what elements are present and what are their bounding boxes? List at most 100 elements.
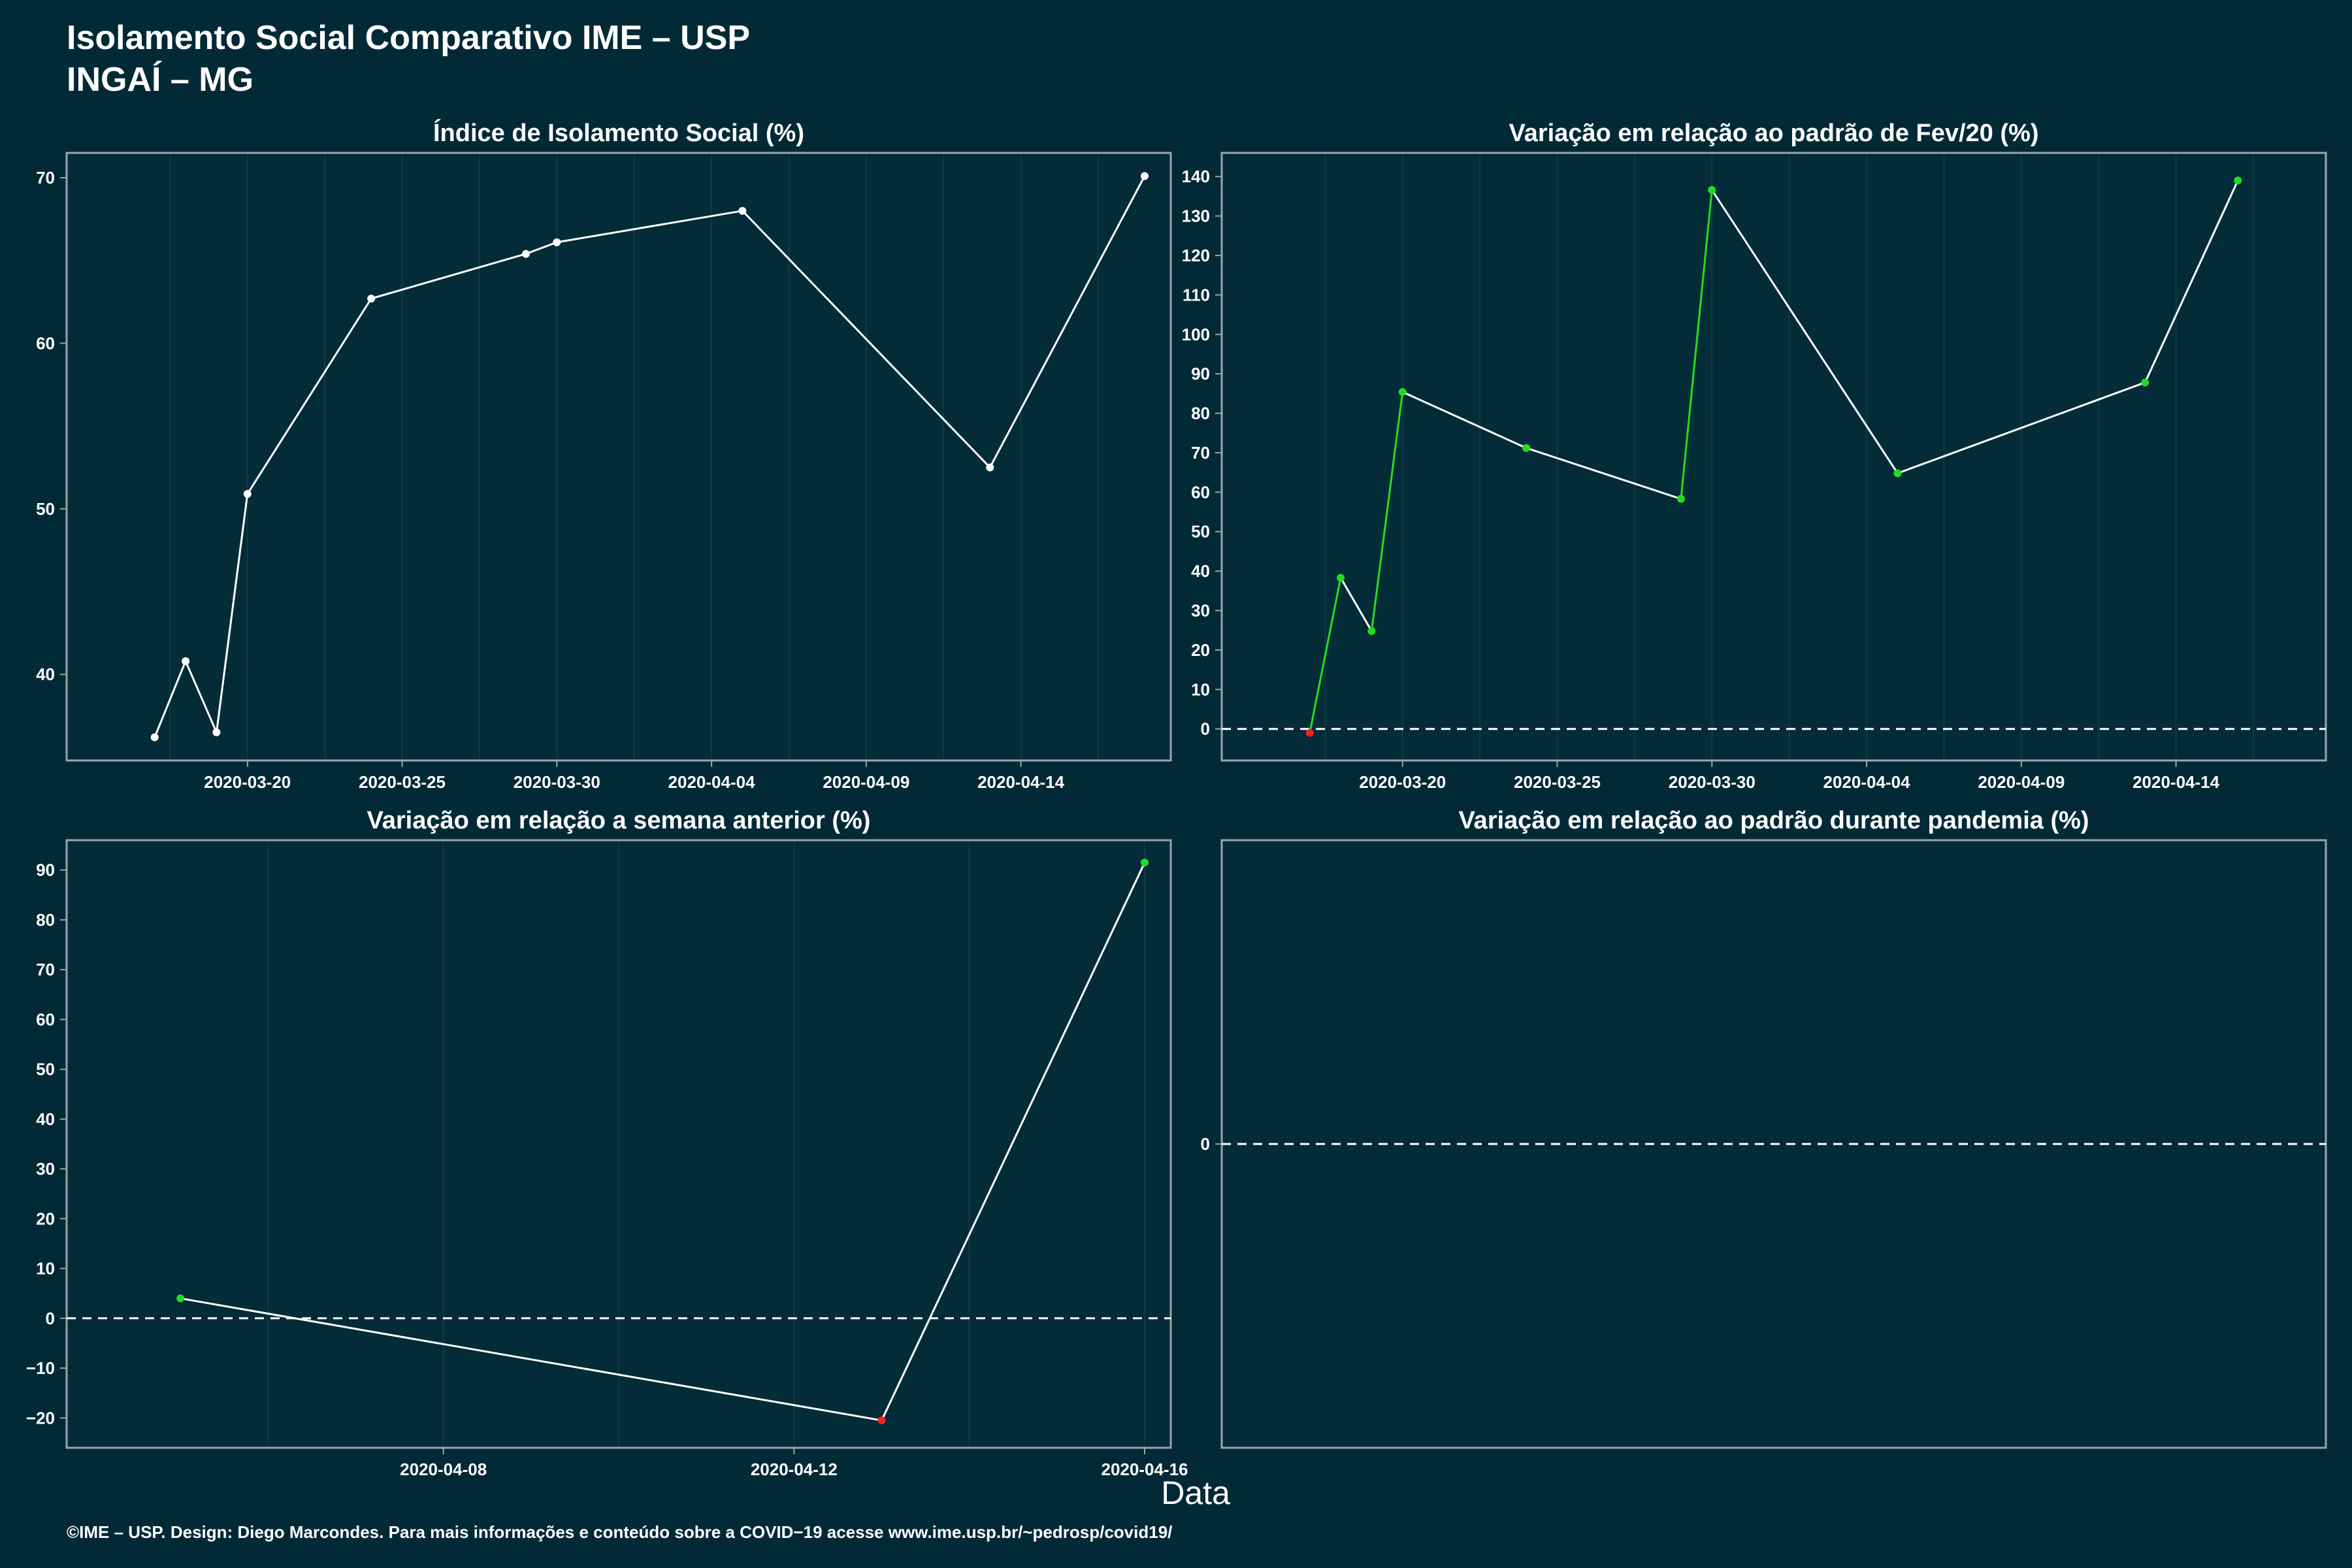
x-tick-label: 2020-03-30: [514, 772, 600, 792]
x-tick-label: 2020-04-12: [751, 1460, 838, 1479]
series-segment: [215, 493, 249, 733]
data-point: [2234, 176, 2242, 185]
y-tick-label: 120: [1182, 246, 1210, 265]
data-point: [521, 250, 530, 258]
y-tick-label: 30: [36, 1159, 55, 1179]
y-tick-label: −20: [26, 1408, 55, 1428]
series-segment: [1309, 578, 1342, 734]
x-tick-label: 2020-03-25: [1514, 772, 1601, 792]
x-tick-label: 2020-03-20: [204, 772, 291, 792]
x-tick-label: 2020-04-14: [2132, 772, 2220, 792]
series-segment: [1370, 391, 1404, 632]
y-tick-label: −10: [26, 1358, 55, 1378]
x-axis-label: Data: [1161, 1475, 1230, 1511]
panel-title: Variação em relação ao padrão durante pa…: [1458, 807, 2089, 834]
y-tick-label: 50: [1191, 522, 1210, 542]
panel-title: Índice de Isolamento Social (%): [433, 118, 804, 147]
y-tick-label: 50: [36, 1060, 55, 1079]
plot-panel: [65, 152, 1172, 762]
y-tick-label: 0: [46, 1309, 55, 1328]
panel-title: Variação em relação ao padrão de Fev/20 …: [1509, 120, 2038, 147]
y-tick-label: 20: [36, 1209, 55, 1228]
y-tick-label: 40: [36, 664, 55, 684]
series-segment: [1680, 189, 1713, 499]
x-tick-label: 2020-04-16: [1102, 1460, 1188, 1479]
data-point: [212, 728, 221, 736]
y-tick-label: 70: [36, 168, 55, 188]
y-tick-label: 60: [36, 1009, 55, 1029]
x-tick-label: 2020-04-14: [977, 772, 1065, 792]
data-point: [553, 238, 561, 246]
data-point: [877, 1416, 886, 1425]
y-tick-label: 50: [36, 499, 55, 519]
x-tick-label: 2020-03-30: [1669, 772, 1756, 792]
y-tick-label: 60: [1191, 482, 1210, 502]
data-point: [1337, 574, 1345, 582]
footer-caption: ©IME – USP. Design: Diego Marcondes. Par…: [67, 1522, 1173, 1542]
series-segment: [1711, 189, 1899, 474]
data-point: [1676, 495, 1685, 503]
y-tick-label: 20: [1191, 640, 1210, 660]
y-tick-label: 80: [1191, 404, 1210, 423]
series-segment: [184, 661, 218, 733]
data-point: [243, 490, 252, 498]
data-point: [1522, 444, 1531, 452]
data-point: [1708, 186, 1716, 194]
series-segment: [180, 1297, 882, 1422]
y-tick-label: 110: [1183, 285, 1210, 304]
series-segment: [742, 210, 991, 468]
y-tick-label: 10: [36, 1259, 55, 1279]
series-segment: [246, 298, 372, 495]
y-tick-label: 90: [1191, 364, 1210, 384]
series-segment: [154, 661, 187, 738]
series-segment: [525, 241, 557, 255]
data-point: [986, 463, 994, 472]
y-tick-label: 80: [36, 910, 55, 930]
data-point: [182, 657, 190, 665]
chart-subtitle: INGAÍ – MG: [67, 61, 254, 99]
series-segment: [881, 862, 1146, 1421]
data-point: [1141, 172, 1149, 180]
x-tick-label: 2020-04-09: [823, 772, 909, 792]
y-tick-label: 30: [1191, 601, 1210, 621]
data-point: [1893, 469, 1902, 478]
y-tick-label: 70: [36, 960, 55, 979]
data-point: [1367, 627, 1376, 635]
chart-title: Isolamento Social Comparativo IME – USP: [67, 19, 751, 57]
y-tick-label: 60: [36, 333, 55, 353]
data-point: [150, 733, 159, 742]
series-segment: [988, 175, 1146, 468]
y-tick-label: 0: [1201, 719, 1210, 739]
y-tick-label: 40: [1191, 561, 1210, 581]
x-tick-label: 2020-04-04: [668, 772, 756, 792]
y-tick-label: 130: [1182, 206, 1210, 226]
data-point: [1398, 387, 1407, 396]
y-tick-label: 70: [1191, 443, 1210, 463]
x-tick-label: 2020-04-08: [400, 1460, 487, 1479]
y-tick-label: 140: [1182, 167, 1210, 186]
y-tick-label: 90: [36, 860, 55, 880]
data-point: [176, 1294, 185, 1303]
y-tick-label: 10: [1191, 679, 1210, 699]
series-segment: [370, 253, 527, 300]
data-point: [1305, 728, 1314, 737]
plot-panel: [1220, 152, 2327, 762]
panel-title: Variação em relação a semana anterior (%…: [367, 807, 871, 834]
x-tick-label: 2020-04-04: [1823, 772, 1911, 792]
x-tick-label: 2020-03-20: [1359, 772, 1446, 792]
series-segment: [1402, 391, 1527, 449]
x-tick-label: 2020-03-25: [359, 772, 446, 792]
series-segment: [2144, 180, 2239, 384]
y-tick-label: 0: [1201, 1134, 1210, 1154]
series-segment: [557, 210, 743, 244]
data-point: [2141, 378, 2149, 387]
series-segment: [1897, 382, 2146, 474]
data-point: [367, 294, 376, 302]
y-tick-label: 40: [36, 1109, 55, 1129]
data-point: [738, 206, 747, 215]
series-segment: [1339, 577, 1373, 632]
y-tick-label: 100: [1182, 325, 1210, 344]
x-tick-label: 2020-04-09: [1978, 772, 2065, 792]
data-point: [1141, 858, 1149, 867]
